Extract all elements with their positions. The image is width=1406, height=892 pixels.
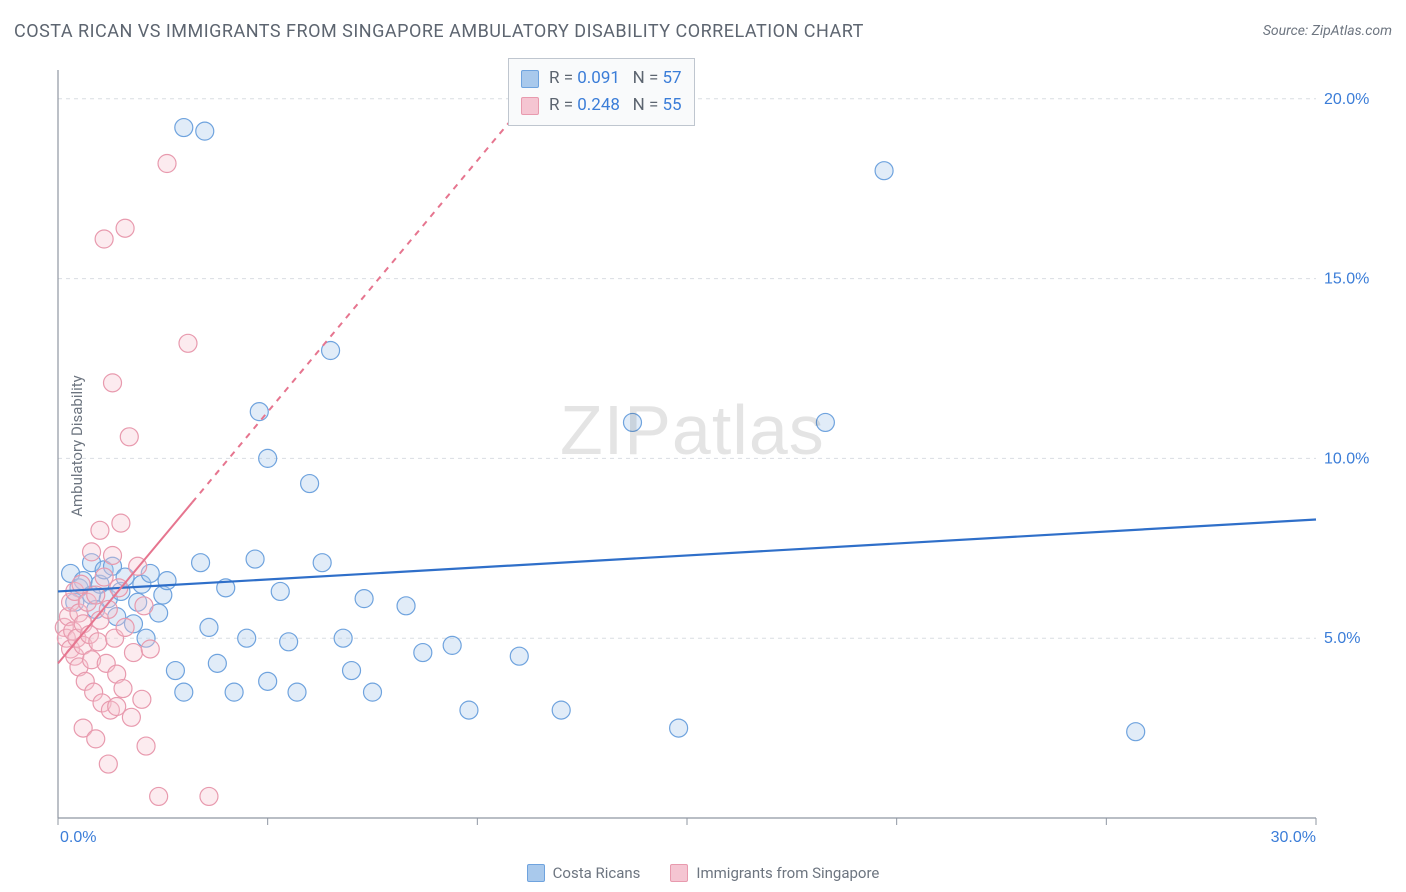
legend-swatch-costa-ricans bbox=[527, 864, 545, 882]
stats-box: R = 0.091 N = 57R = 0.248 N = 55 bbox=[508, 58, 695, 126]
svg-text:30.0%: 30.0% bbox=[1271, 829, 1316, 846]
chart-title: COSTA RICAN VS IMMIGRANTS FROM SINGAPORE… bbox=[14, 21, 864, 42]
stats-text-singapore: R = 0.248 N = 55 bbox=[549, 92, 682, 119]
svg-text:20.0%: 20.0% bbox=[1324, 91, 1369, 108]
legend-label-costa-ricans: Costa Ricans bbox=[553, 864, 641, 882]
source-attribution: Source: ZipAtlas.com bbox=[1263, 23, 1392, 39]
legend-item-singapore: Immigrants from Singapore bbox=[670, 864, 879, 882]
stats-text-costa_ricans: R = 0.091 N = 57 bbox=[549, 65, 682, 92]
stats-swatch-singapore bbox=[521, 97, 539, 115]
legend-item-costa-ricans: Costa Ricans bbox=[527, 864, 641, 882]
bottom-legend: Costa Ricans Immigrants from Singapore bbox=[0, 864, 1406, 882]
plot-svg: 5.0% 10.0% 15.0% 20.0% 0.0% 30.0% bbox=[48, 58, 1378, 846]
stats-row-costa_ricans: R = 0.091 N = 57 bbox=[521, 65, 682, 92]
stats-row-singapore: R = 0.248 N = 55 bbox=[521, 92, 682, 119]
legend-swatch-singapore bbox=[670, 864, 688, 882]
stats-swatch-costa_ricans bbox=[521, 70, 539, 88]
svg-text:0.0%: 0.0% bbox=[60, 829, 96, 846]
svg-text:5.0%: 5.0% bbox=[1324, 630, 1360, 647]
chart-header: COSTA RICAN VS IMMIGRANTS FROM SINGAPORE… bbox=[0, 0, 1406, 50]
scatter-plot: 5.0% 10.0% 15.0% 20.0% 0.0% 30.0% bbox=[48, 58, 1378, 846]
svg-text:15.0%: 15.0% bbox=[1324, 271, 1369, 288]
svg-text:10.0%: 10.0% bbox=[1324, 450, 1369, 467]
legend-label-singapore: Immigrants from Singapore bbox=[696, 864, 879, 882]
